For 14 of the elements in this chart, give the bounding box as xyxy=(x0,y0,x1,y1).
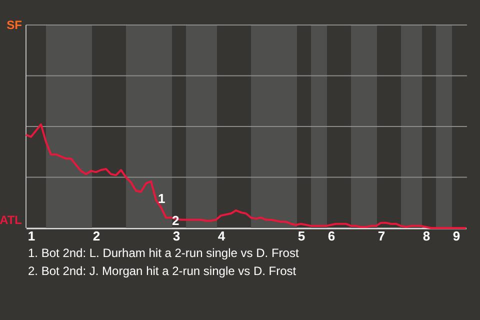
x-tick-label: 8 xyxy=(422,228,430,244)
x-tick-label: 1 xyxy=(28,228,36,244)
text: SF xyxy=(6,18,22,32)
x-tick-label: 6 xyxy=(328,228,336,244)
text: 2. Bot 2nd: J. Morgan hit a 2-run single vs D. Frost xyxy=(28,264,297,278)
x-tick-label: 4 xyxy=(218,228,226,244)
x-tick-label: 2 xyxy=(92,228,100,244)
x-tick-label: 9 xyxy=(452,228,460,244)
x-tick-label: 5 xyxy=(298,228,306,244)
annotation: 1 xyxy=(158,191,166,206)
x-tick-label: 3 xyxy=(172,228,180,244)
x-tick-label: 7 xyxy=(378,228,386,244)
text: 1. Bot 2nd: L. Durham hit a 2-run single vs D. Frost xyxy=(28,246,300,260)
text: ATL xyxy=(0,213,22,227)
